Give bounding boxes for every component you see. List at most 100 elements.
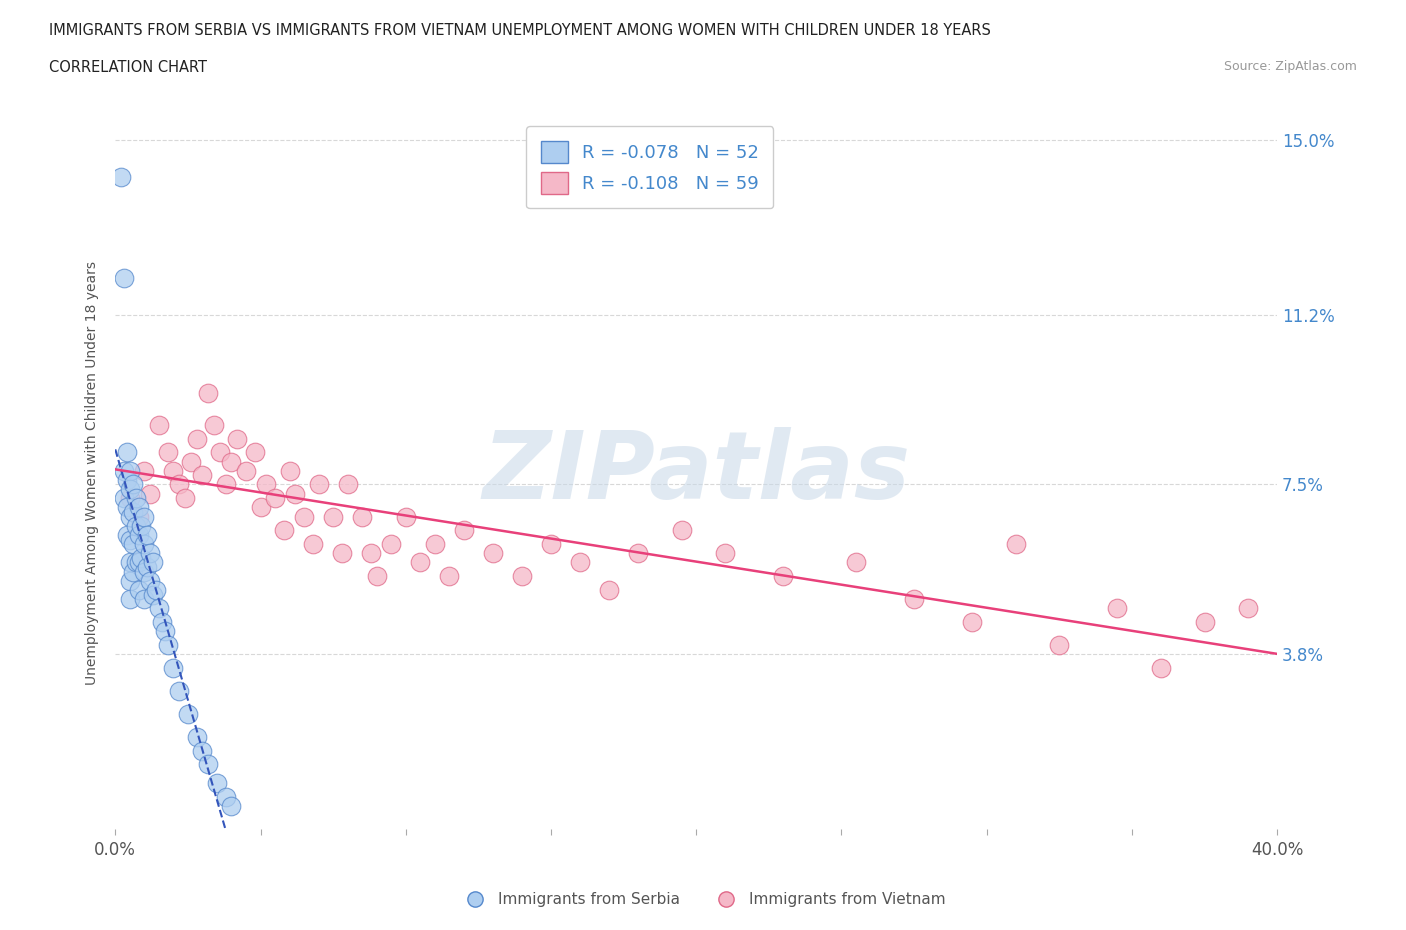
Point: [112, 491, 135, 506]
Point: [148, 418, 170, 432]
Point: [191, 743, 214, 758]
Point: [540, 537, 562, 551]
Point: [167, 684, 190, 698]
Point: [148, 601, 170, 616]
Point: [115, 445, 138, 459]
Point: [409, 555, 432, 570]
Point: [205, 776, 228, 790]
Point: [139, 546, 162, 561]
Point: [110, 169, 132, 184]
Point: [142, 587, 165, 602]
Point: [845, 555, 868, 570]
Point: [1150, 660, 1173, 675]
Point: [264, 491, 287, 506]
Point: [366, 569, 388, 584]
Point: [145, 582, 167, 597]
Point: [180, 454, 202, 469]
Point: [118, 482, 141, 497]
Point: [162, 463, 184, 478]
Point: [1047, 638, 1070, 653]
Point: [627, 546, 650, 561]
Point: [423, 537, 446, 551]
Point: [124, 491, 146, 506]
Point: [121, 505, 143, 520]
Point: [1107, 601, 1129, 616]
Point: [960, 615, 983, 630]
Point: [121, 565, 143, 579]
Point: [134, 509, 156, 524]
Y-axis label: Unemployment Among Women with Children Under 18 years: Unemployment Among Women with Children U…: [86, 261, 100, 685]
Point: [128, 555, 150, 570]
Point: [482, 546, 505, 561]
Point: [128, 500, 150, 515]
Point: [278, 463, 301, 478]
Text: ZIPatlas: ZIPatlas: [482, 427, 910, 519]
Point: [150, 615, 173, 630]
Point: [115, 472, 138, 487]
Point: [235, 463, 257, 478]
Point: [214, 477, 236, 492]
Point: [322, 509, 344, 524]
Point: [118, 509, 141, 524]
Point: [598, 582, 620, 597]
Point: [249, 500, 271, 515]
Text: Source: ZipAtlas.com: Source: ZipAtlas.com: [1223, 60, 1357, 73]
Point: [121, 477, 143, 492]
Point: [308, 477, 330, 492]
Point: [118, 555, 141, 570]
Point: [360, 546, 382, 561]
Point: [115, 500, 138, 515]
Point: [153, 624, 176, 639]
Point: [134, 591, 156, 606]
Point: [301, 537, 323, 551]
Point: [118, 574, 141, 589]
Point: [569, 555, 592, 570]
Point: [177, 707, 200, 722]
Point: [352, 509, 374, 524]
Point: [191, 468, 214, 483]
Point: [131, 551, 153, 565]
Point: [128, 509, 150, 524]
Point: [139, 486, 162, 501]
Point: [395, 509, 418, 524]
Point: [714, 546, 737, 561]
Point: [1237, 601, 1260, 616]
Legend: Immigrants from Serbia, Immigrants from Vietnam: Immigrants from Serbia, Immigrants from …: [454, 886, 952, 913]
Point: [186, 729, 208, 744]
Text: IMMIGRANTS FROM SERBIA VS IMMIGRANTS FROM VIETNAM UNEMPLOYMENT AMONG WOMEN WITH : IMMIGRANTS FROM SERBIA VS IMMIGRANTS FRO…: [49, 23, 991, 38]
Point: [134, 537, 156, 551]
Point: [221, 454, 243, 469]
Point: [118, 491, 141, 506]
Point: [118, 463, 141, 478]
Point: [142, 555, 165, 570]
Point: [128, 527, 150, 542]
Point: [134, 565, 156, 579]
Point: [121, 537, 143, 551]
Point: [112, 271, 135, 286]
Point: [156, 638, 179, 653]
Point: [124, 518, 146, 533]
Point: [243, 445, 266, 459]
Point: [118, 532, 141, 547]
Point: [226, 432, 249, 446]
Point: [136, 527, 159, 542]
Point: [903, 591, 925, 606]
Point: [156, 445, 179, 459]
Point: [453, 523, 475, 538]
Point: [439, 569, 461, 584]
Point: [208, 445, 231, 459]
Point: [330, 546, 353, 561]
Point: [186, 432, 208, 446]
Point: [197, 757, 219, 772]
Legend: R = -0.078   N = 52, R = -0.108   N = 59: R = -0.078 N = 52, R = -0.108 N = 59: [526, 126, 773, 208]
Point: [167, 477, 190, 492]
Point: [284, 486, 307, 501]
Point: [214, 790, 236, 804]
Point: [136, 560, 159, 575]
Point: [510, 569, 533, 584]
Point: [124, 555, 146, 570]
Point: [221, 798, 243, 813]
Point: [131, 518, 153, 533]
Point: [772, 569, 794, 584]
Point: [336, 477, 359, 492]
